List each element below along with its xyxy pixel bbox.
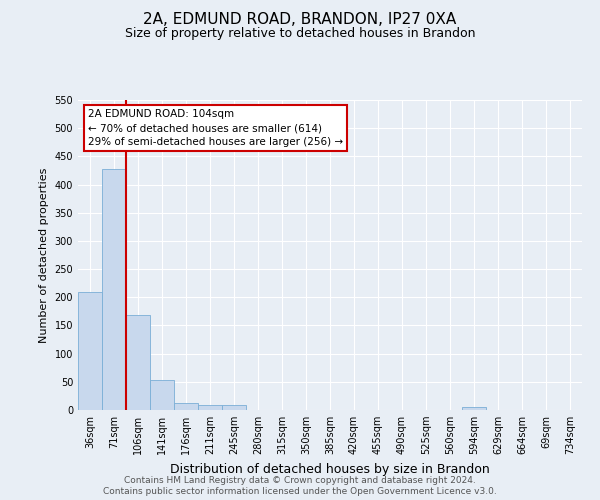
Bar xyxy=(174,402,198,410)
Text: 2A EDMUND ROAD: 104sqm
← 70% of detached houses are smaller (614)
29% of semi-de: 2A EDMUND ROAD: 104sqm ← 70% of detached… xyxy=(88,110,343,148)
Bar xyxy=(78,292,102,410)
Bar xyxy=(222,406,246,410)
Text: 2A, EDMUND ROAD, BRANDON, IP27 0XA: 2A, EDMUND ROAD, BRANDON, IP27 0XA xyxy=(143,12,457,28)
Bar xyxy=(126,314,150,410)
Text: Size of property relative to detached houses in Brandon: Size of property relative to detached ho… xyxy=(125,28,475,40)
Bar xyxy=(150,380,174,410)
Bar xyxy=(102,169,126,410)
Y-axis label: Number of detached properties: Number of detached properties xyxy=(39,168,49,342)
Text: Contains public sector information licensed under the Open Government Licence v3: Contains public sector information licen… xyxy=(103,488,497,496)
Bar xyxy=(462,407,486,410)
Text: Contains HM Land Registry data © Crown copyright and database right 2024.: Contains HM Land Registry data © Crown c… xyxy=(124,476,476,485)
Bar xyxy=(198,406,222,410)
X-axis label: Distribution of detached houses by size in Brandon: Distribution of detached houses by size … xyxy=(170,462,490,475)
